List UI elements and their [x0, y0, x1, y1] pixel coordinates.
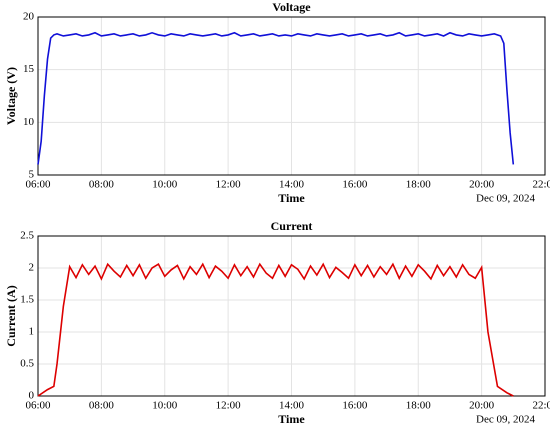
- x-tick-label: 18:00: [406, 400, 432, 412]
- x-tick-label: 16:00: [342, 179, 368, 191]
- y-tick-label: 1.5: [20, 294, 34, 306]
- x-tick-label: 20:00: [469, 400, 495, 412]
- y-axis-label: Voltage (V): [4, 67, 18, 125]
- data-line: [37, 262, 514, 397]
- x-tick-label: 12:00: [216, 179, 242, 191]
- x-tick-label: 22:00: [532, 179, 550, 191]
- y-tick-label: 0: [29, 390, 35, 402]
- x-tick-label: 20:00: [469, 179, 495, 191]
- y-tick-label: 1: [29, 326, 35, 338]
- x-tick-label: 18:00: [406, 179, 432, 191]
- x-tick-label: 16:00: [342, 400, 368, 412]
- y-tick-label: 15: [23, 63, 35, 75]
- x-tick-label: 10:00: [152, 400, 178, 412]
- x-tick-label: 08:00: [89, 400, 115, 412]
- x-axis-label: Time: [278, 191, 305, 205]
- x-tick-label: 14:00: [279, 179, 305, 191]
- y-tick-label: 20: [23, 11, 35, 23]
- x-tick-label: 14:00: [279, 400, 305, 412]
- plot-frame: [37, 235, 546, 397]
- data-line: [37, 31, 515, 165]
- y-tick-label: 10: [23, 116, 35, 128]
- date-label: Dec 09, 2024: [476, 414, 535, 426]
- x-tick-label: 12:00: [216, 400, 242, 412]
- x-tick-label: 10:00: [152, 179, 178, 191]
- y-tick-label: 0.5: [20, 358, 34, 370]
- x-tick-label: 06:00: [25, 179, 51, 191]
- plot-frame: [37, 16, 546, 176]
- y-tick-label: 5: [29, 169, 35, 181]
- x-axis-label: Time: [278, 412, 305, 426]
- y-axis-label: Current (A): [4, 285, 18, 346]
- y-tick-label: 2: [29, 262, 35, 274]
- x-tick-label: 06:00: [25, 400, 51, 412]
- x-tick-label: 08:00: [89, 179, 115, 191]
- chart-title: Voltage: [272, 0, 311, 14]
- x-tick-label: 22:00: [532, 400, 550, 412]
- chart-title: Current: [271, 219, 313, 233]
- date-label: Dec 09, 2024: [476, 193, 535, 205]
- y-tick-label: 2.5: [20, 230, 34, 242]
